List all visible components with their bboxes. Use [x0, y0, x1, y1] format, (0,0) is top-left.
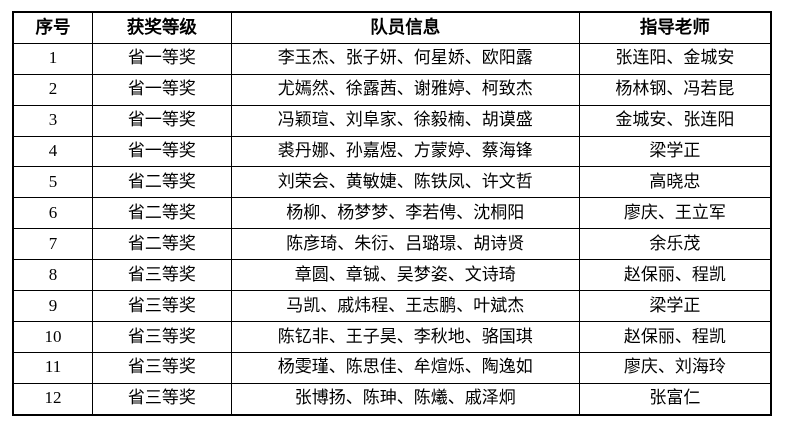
table-row: 7 省二等奖 陈彦琦、朱衍、吕璐璟、胡诗贤 余乐茂 — [12, 228, 772, 261]
cell-teachers: 廖庆、王立军 — [578, 197, 772, 230]
cell-teachers: 梁学正 — [578, 290, 772, 322]
cell-members: 刘荣会、黄敏婕、陈铁凤、许文哲 — [230, 166, 580, 199]
cell-index: 11 — [12, 351, 94, 384]
cell-members: 李玉杰、张子妍、何星娇、欧阳露 — [230, 42, 580, 75]
cell-index: 1 — [12, 42, 94, 75]
cell-members: 杨雯瑾、陈思佳、牟煊烁、陶逸如 — [230, 351, 580, 384]
cell-members: 裘丹娜、孙嘉煜、方蒙婷、蔡海锋 — [230, 135, 580, 168]
cell-level: 省一等奖 — [92, 135, 232, 168]
cell-level: 省三等奖 — [92, 290, 232, 322]
cell-teachers: 梁学正 — [578, 135, 772, 168]
cell-members: 张博扬、陈珅、陈爔、戚泽炯 — [230, 382, 580, 416]
cell-members: 陈钇非、王子昊、李秋地、骆国琪 — [230, 320, 580, 353]
table-row: 12 省三等奖 张博扬、陈珅、陈爔、戚泽炯 张富仁 — [12, 382, 772, 416]
cell-index: 7 — [12, 228, 94, 261]
table-row: 11 省三等奖 杨雯瑾、陈思佳、牟煊烁、陶逸如 廖庆、刘海玲 — [12, 351, 772, 384]
cell-members: 冯颖瑄、刘阜家、徐毅楠、胡谟盛 — [230, 104, 580, 137]
cell-teachers: 赵保丽、程凯 — [578, 320, 772, 353]
cell-level: 省三等奖 — [92, 259, 232, 292]
header-cell-index: 序号 — [12, 11, 94, 44]
cell-teachers: 张连阳、金城安 — [578, 42, 772, 75]
cell-members: 马凯、戚炜程、王志鹏、叶斌杰 — [230, 290, 580, 322]
cell-level: 省三等奖 — [92, 351, 232, 384]
table-row: 4 省一等奖 裘丹娜、孙嘉煜、方蒙婷、蔡海锋 梁学正 — [12, 135, 772, 168]
header-cell-teachers: 指导老师 — [578, 11, 772, 44]
cell-members: 杨柳、杨梦梦、李若俜、沈桐阳 — [230, 197, 580, 230]
cell-level: 省一等奖 — [92, 104, 232, 137]
cell-index: 5 — [12, 166, 94, 199]
header-row: 序号 获奖等级 队员信息 指导老师 — [12, 11, 772, 44]
cell-teachers: 金城安、张连阳 — [578, 104, 772, 137]
cell-teachers: 廖庆、刘海玲 — [578, 351, 772, 384]
cell-level: 省二等奖 — [92, 228, 232, 261]
cell-level: 省二等奖 — [92, 166, 232, 199]
cell-level: 省一等奖 — [92, 73, 232, 106]
table-header: 序号 获奖等级 队员信息 指导老师 — [12, 11, 772, 44]
cell-teachers: 高晓忠 — [578, 166, 772, 199]
cell-members: 陈彦琦、朱衍、吕璐璟、胡诗贤 — [230, 228, 580, 261]
table-row: 3 省一等奖 冯颖瑄、刘阜家、徐毅楠、胡谟盛 金城安、张连阳 — [12, 104, 772, 137]
table-row: 6 省二等奖 杨柳、杨梦梦、李若俜、沈桐阳 廖庆、王立军 — [12, 197, 772, 230]
cell-teachers: 余乐茂 — [578, 228, 772, 261]
cell-index: 6 — [12, 197, 94, 230]
cell-index: 2 — [12, 73, 94, 106]
awards-table: 序号 获奖等级 队员信息 指导老师 1 省一等奖 李玉杰、张子妍、何星娇、欧阳露 张连… — [12, 11, 772, 416]
cell-index: 9 — [12, 290, 94, 322]
cell-members: 章圆、章铖、吴梦姿、文诗琦 — [230, 259, 580, 292]
cell-level: 省三等奖 — [92, 382, 232, 416]
cell-level: 省二等奖 — [92, 197, 232, 230]
cell-index: 10 — [12, 320, 94, 353]
cell-index: 8 — [12, 259, 94, 292]
table-row: 8 省三等奖 章圆、章铖、吴梦姿、文诗琦 赵保丽、程凯 — [12, 259, 772, 292]
cell-index: 12 — [12, 382, 94, 416]
cell-index: 3 — [12, 104, 94, 137]
cell-members: 尤嫣然、徐露茜、谢雅婷、柯致杰 — [230, 73, 580, 106]
cell-teachers: 杨林钢、冯若昆 — [578, 73, 772, 106]
table-row: 10 省三等奖 陈钇非、王子昊、李秋地、骆国琪 赵保丽、程凯 — [12, 320, 772, 353]
table-row: 9 省三等奖 马凯、戚炜程、王志鹏、叶斌杰 梁学正 — [12, 290, 772, 322]
header-cell-members: 队员信息 — [230, 11, 580, 44]
table-row: 2 省一等奖 尤嫣然、徐露茜、谢雅婷、柯致杰 杨林钢、冯若昆 — [12, 73, 772, 106]
table-body: 1 省一等奖 李玉杰、张子妍、何星娇、欧阳露 张连阳、金城安 2 省一等奖 尤嫣然、徐露茜、… — [12, 42, 772, 416]
header-cell-level: 获奖等级 — [92, 11, 232, 44]
cell-teachers: 张富仁 — [578, 382, 772, 416]
cell-level: 省三等奖 — [92, 320, 232, 353]
cell-index: 4 — [12, 135, 94, 168]
cell-level: 省一等奖 — [92, 42, 232, 75]
cell-teachers: 赵保丽、程凯 — [578, 259, 772, 292]
table-row: 1 省一等奖 李玉杰、张子妍、何星娇、欧阳露 张连阳、金城安 — [12, 42, 772, 75]
table-row: 5 省二等奖 刘荣会、黄敏婕、陈铁凤、许文哲 高晓忠 — [12, 166, 772, 199]
